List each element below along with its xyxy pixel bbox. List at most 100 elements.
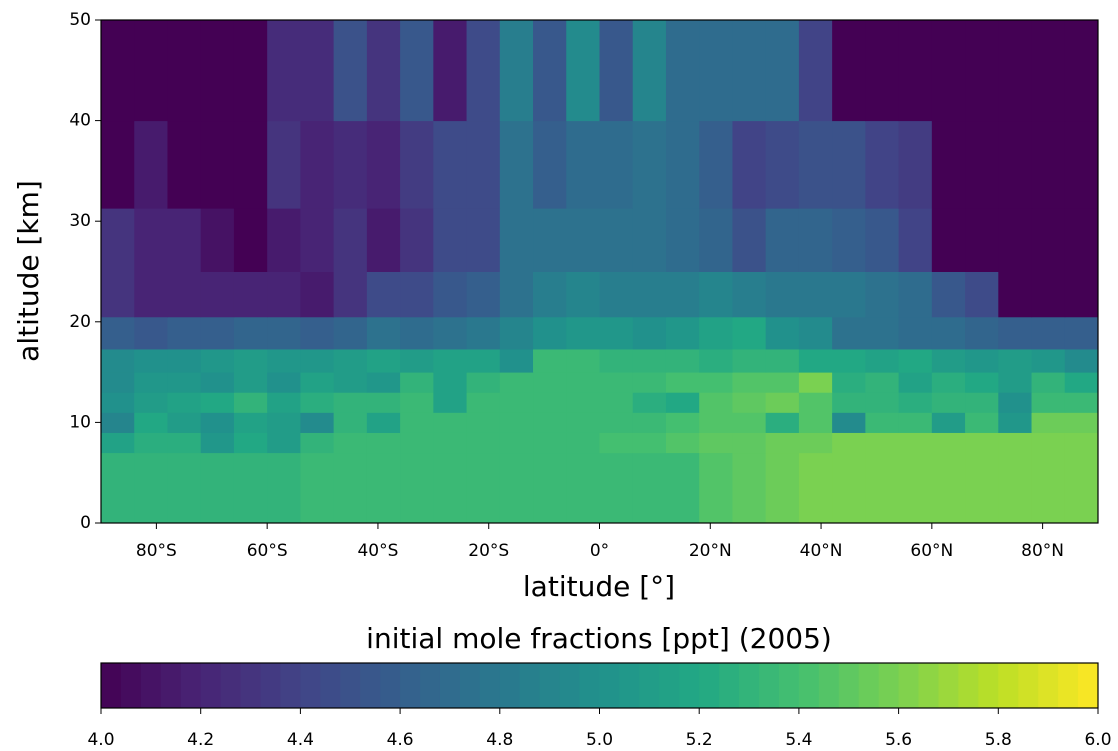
heatmap-cell [898,120,933,209]
heatmap-cell [267,20,301,122]
heatmap-cell [333,372,368,393]
colorbar-step [220,663,242,708]
heatmap-cell [965,372,999,393]
x-tick-label: 60°N [910,541,953,561]
heatmap-cell [566,20,600,122]
heatmap-cell [101,208,135,272]
heatmap-cell [533,348,567,373]
heatmap-cell [965,348,999,373]
colorbar-step [599,663,620,708]
heatmap-cell [898,432,933,454]
heatmap-cell [466,452,501,524]
colorbar-step [180,663,202,708]
heatmap-cell [300,208,335,272]
colorbar-step [439,663,461,708]
heatmap-cell [832,120,866,209]
heatmap-cell [233,392,268,413]
heatmap-cell [200,432,235,454]
heatmap-cell [300,20,335,122]
heatmap-cell [1031,20,1066,122]
heatmap-cell [566,392,600,413]
heatmap-cell [798,348,833,373]
colorbar-step [878,663,900,708]
heatmap-cell [300,271,335,318]
heatmap-cell [765,412,800,433]
heatmap-cell [699,452,733,524]
heatmap-cell [765,348,800,373]
heatmap-cell [200,348,235,373]
heatmap-cell [300,120,335,209]
colorbar-step [579,663,600,708]
heatmap-cell [433,452,468,524]
heatmap-cell [433,348,468,373]
heatmap-cell [566,120,600,209]
heatmap-cell [400,208,434,272]
heatmap-cell [167,20,202,122]
heatmap-cell [533,120,567,209]
heatmap-cell [333,392,368,413]
heatmap-cell [699,412,733,433]
colorbar-step [360,663,381,708]
heatmap-cell [832,271,866,318]
heatmap-cell [366,392,401,413]
heatmap-cell [233,271,268,318]
heatmap-cell [965,432,999,454]
heatmap-cell [699,392,733,413]
colorbar-step [1078,663,1099,708]
heatmap-cell [1064,432,1099,454]
heatmap-cell [466,271,501,318]
heatmap-cell [798,208,833,272]
heatmap-cell [1064,208,1099,272]
heatmap-cell [1064,452,1099,524]
heatmap-cell [865,452,900,524]
heatmap-cell [998,432,1033,454]
heatmap-cell [233,348,268,373]
x-tick-label: 80°N [1021,541,1064,561]
heatmap-cell [267,120,301,209]
heatmap-cell [333,208,368,272]
heatmap-cell [466,412,501,433]
heatmap-cell [267,372,301,393]
heatmap-cell [765,271,800,318]
heatmap-cell [998,452,1033,524]
heatmap-cell [400,432,434,454]
colorbar-step [639,663,660,708]
heatmap-cell [366,20,401,122]
colorbar-step [559,663,581,708]
heatmap-cell [965,412,999,433]
colorbar-step [320,663,341,708]
heatmap-cell [632,372,667,393]
heatmap-cell [400,316,434,350]
colorbar-step [739,663,760,708]
heatmap-cell [632,271,667,318]
heatmap-cell [134,392,168,413]
colorbar-tick-label: 4.2 [187,730,214,750]
heatmap-cell [599,271,634,318]
x-tick-label: 0° [590,541,609,561]
colorbar-step [719,663,740,708]
heatmap-cell [1031,120,1066,209]
heatmap-cell [300,316,335,350]
heatmap-cell [433,316,468,350]
colorbar-step [798,663,820,708]
heatmap-cell [798,271,833,318]
heatmap-cell [366,372,401,393]
heatmap-cell [300,452,335,524]
colorbar-step [400,663,421,708]
heatmap-cell [798,316,833,350]
heatmap-cell [466,208,501,272]
heatmap-cell [366,432,401,454]
heatmap-cell [300,432,335,454]
heatmap-cell [134,432,168,454]
heatmap-cell [998,120,1033,209]
heatmap-cell [798,432,833,454]
heatmap-cell [599,392,634,413]
heatmap-cell [765,120,800,209]
heatmap-cell [1064,120,1099,209]
heatmap-cell [101,271,135,318]
heatmap-cell [200,316,235,350]
heatmap-cell [965,392,999,413]
heatmap-cell [865,271,900,318]
colorbar-tick-label: 5.6 [885,730,912,750]
